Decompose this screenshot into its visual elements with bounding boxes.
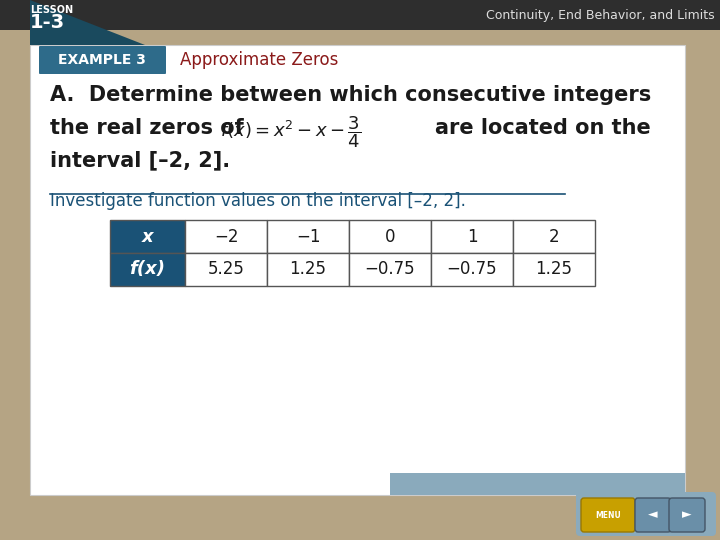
FancyBboxPatch shape — [267, 220, 349, 253]
Text: 1.25: 1.25 — [289, 260, 326, 279]
Text: are located on the: are located on the — [435, 118, 651, 138]
FancyBboxPatch shape — [349, 253, 431, 286]
Text: ◄: ◄ — [648, 509, 658, 522]
FancyBboxPatch shape — [635, 498, 671, 532]
FancyBboxPatch shape — [185, 220, 267, 253]
FancyBboxPatch shape — [431, 220, 513, 253]
FancyBboxPatch shape — [431, 253, 513, 286]
Text: $f(x) = x^2 - x - \dfrac{3}{4}$: $f(x) = x^2 - x - \dfrac{3}{4}$ — [220, 114, 361, 150]
FancyBboxPatch shape — [669, 498, 705, 532]
FancyBboxPatch shape — [576, 492, 716, 536]
Text: 1.25: 1.25 — [536, 260, 572, 279]
FancyBboxPatch shape — [267, 253, 349, 286]
FancyBboxPatch shape — [349, 220, 431, 253]
Text: 0: 0 — [384, 227, 395, 246]
Text: x: x — [142, 227, 153, 246]
FancyBboxPatch shape — [39, 46, 166, 74]
Text: 5.25: 5.25 — [207, 260, 244, 279]
Text: −1: −1 — [296, 227, 320, 246]
Text: Approximate Zeros: Approximate Zeros — [180, 51, 338, 69]
Text: the real zeros of: the real zeros of — [50, 118, 244, 138]
Text: MENU: MENU — [595, 510, 621, 519]
FancyBboxPatch shape — [30, 45, 685, 495]
FancyBboxPatch shape — [110, 253, 185, 286]
FancyBboxPatch shape — [581, 498, 635, 532]
Text: −0.75: −0.75 — [365, 260, 415, 279]
Text: 1: 1 — [467, 227, 477, 246]
FancyBboxPatch shape — [390, 473, 685, 495]
Text: LESSON: LESSON — [30, 5, 73, 15]
FancyBboxPatch shape — [185, 253, 267, 286]
Text: 1-3: 1-3 — [30, 12, 65, 31]
Text: interval [–2, 2].: interval [–2, 2]. — [50, 150, 230, 170]
FancyBboxPatch shape — [110, 220, 185, 253]
FancyBboxPatch shape — [513, 253, 595, 286]
Text: Investigate function values on the interval [–2, 2].: Investigate function values on the inter… — [50, 192, 466, 210]
Text: ►: ► — [682, 509, 692, 522]
Text: 2: 2 — [549, 227, 559, 246]
FancyBboxPatch shape — [0, 0, 720, 30]
Text: f(x): f(x) — [130, 260, 166, 279]
Text: −2: −2 — [214, 227, 238, 246]
Text: −0.75: −0.75 — [446, 260, 498, 279]
FancyBboxPatch shape — [513, 220, 595, 253]
Text: Continuity, End Behavior, and Limits: Continuity, End Behavior, and Limits — [487, 10, 715, 23]
Text: EXAMPLE 3: EXAMPLE 3 — [58, 53, 146, 67]
Polygon shape — [30, 0, 145, 45]
Text: A.  Determine between which consecutive integers: A. Determine between which consecutive i… — [50, 85, 652, 105]
